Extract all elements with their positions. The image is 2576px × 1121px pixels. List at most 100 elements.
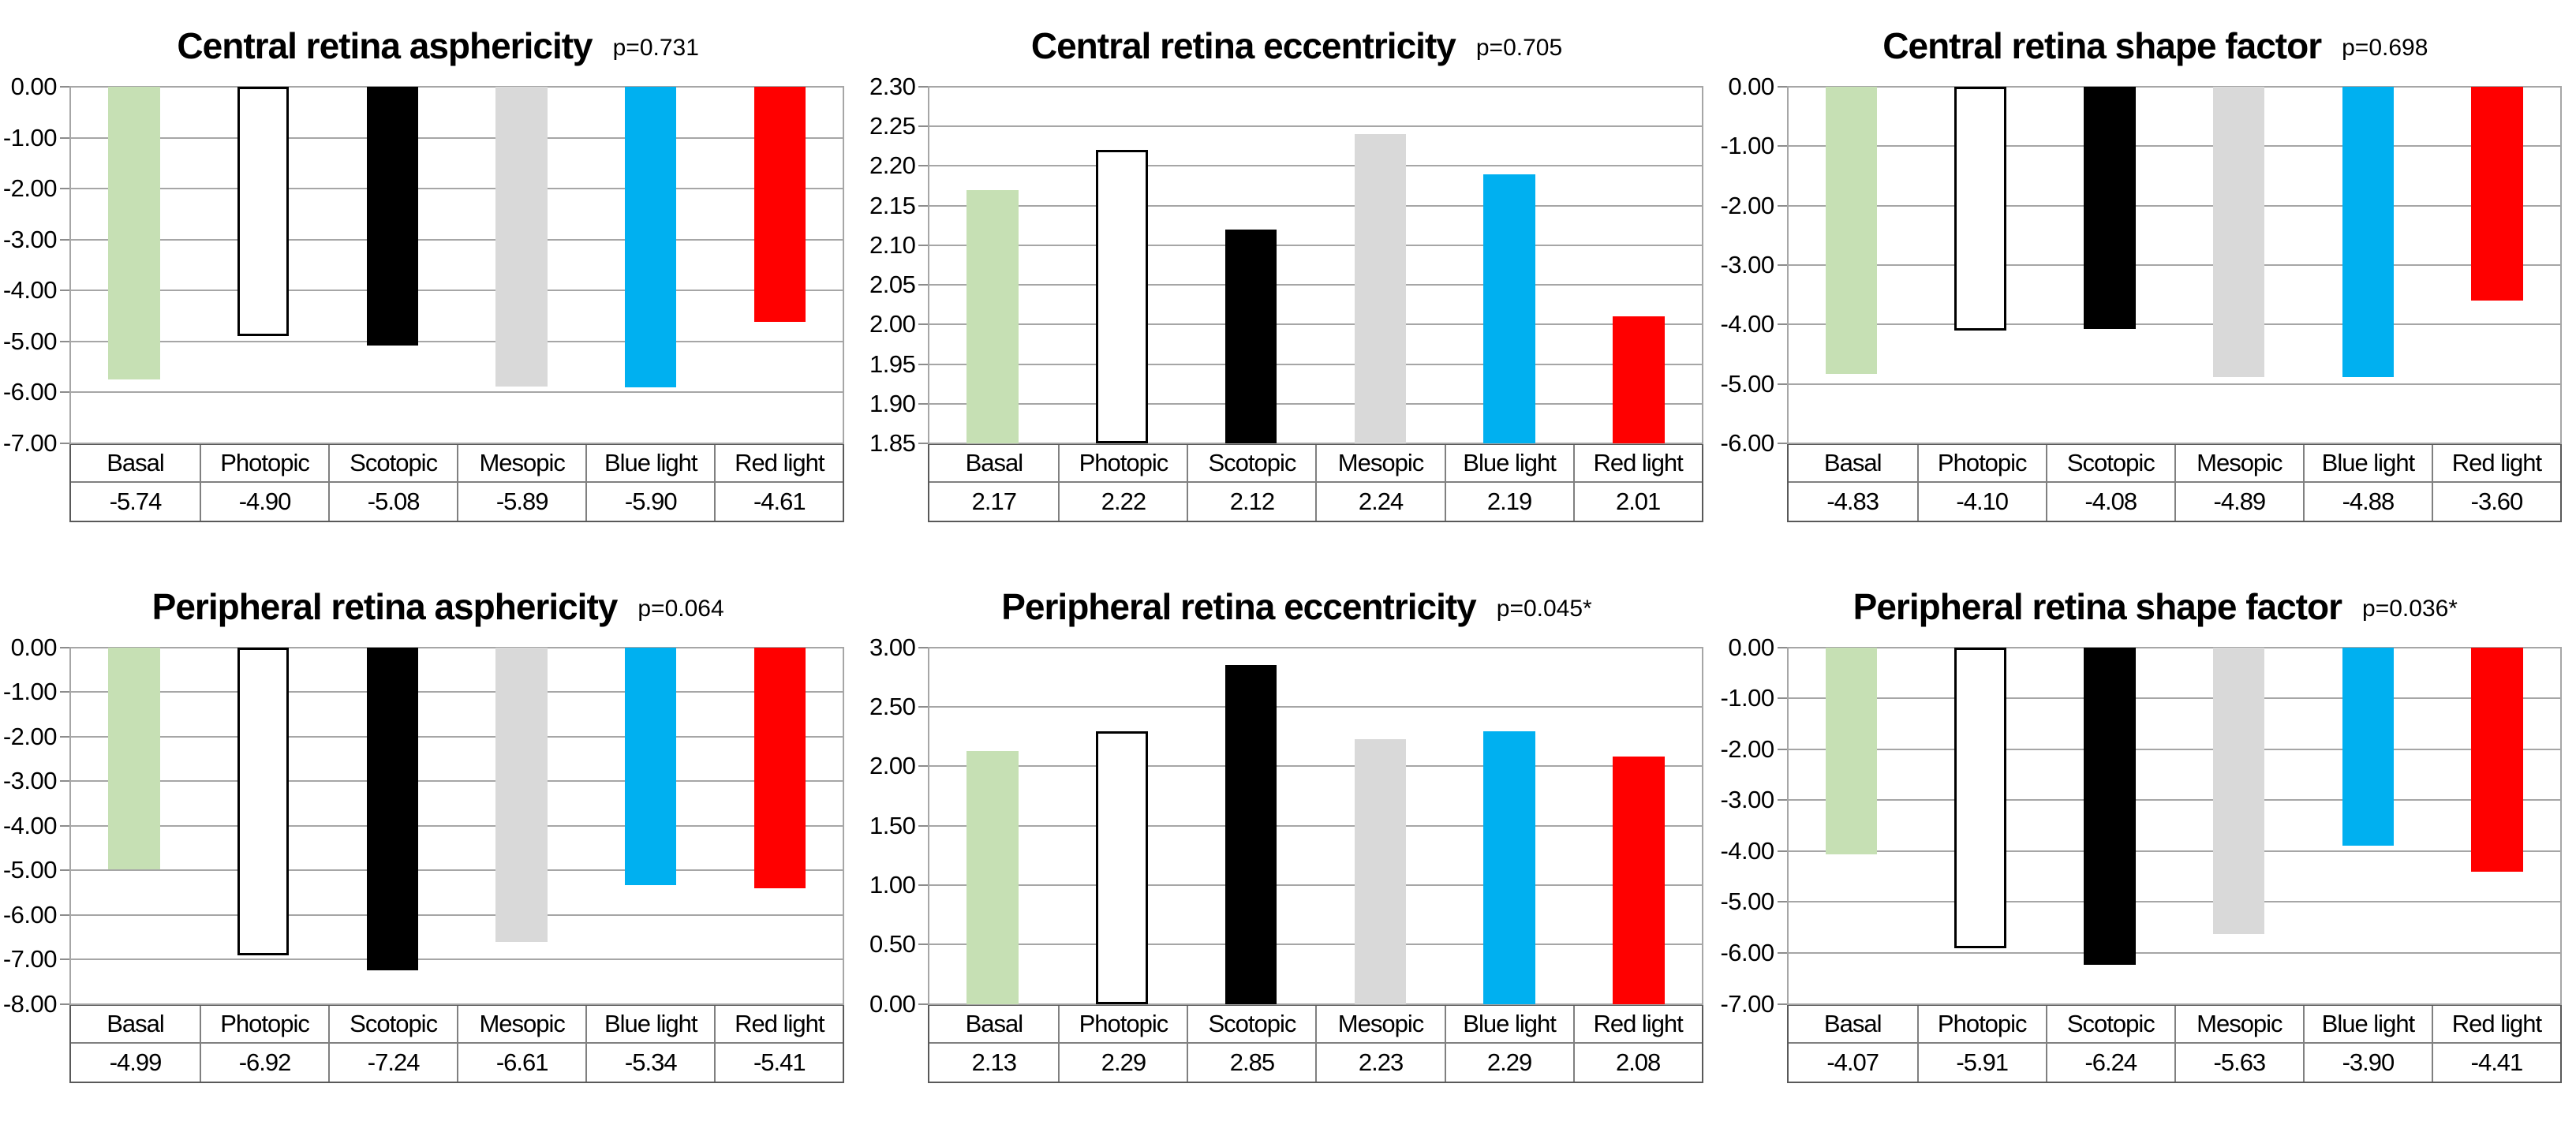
plot-border: [1786, 647, 1789, 1004]
y-tick-label: 1.95: [869, 349, 916, 378]
axis-tick-mark: [1777, 383, 1787, 385]
chart-central-retina-asphericity: Central retina asphericity p=0.731 0.00 -…: [0, 0, 858, 561]
gridline: [928, 944, 1703, 946]
p-value-label: p=0.698: [2342, 35, 2428, 61]
axis-tick-mark: [918, 244, 929, 246]
axis-tick-mark: [1777, 850, 1787, 852]
axis-tick-mark: [1777, 1003, 1787, 1005]
y-tick-label: -6.00: [2, 378, 58, 406]
table-value-cell: 2.23: [1315, 1043, 1444, 1082]
y-tick-label: -5.00: [2, 856, 58, 884]
plot-column: Basal Photopic Scotopic Mesopic Blue light Re…: [918, 646, 1703, 1083]
y-tick-label: -5.00: [1720, 369, 1774, 398]
p-value-label: p=0.036*: [2362, 595, 2458, 622]
table-category-header: Basal: [1788, 445, 1917, 483]
bar-photopic: [1954, 647, 2006, 949]
table-value-cell: -4.41: [2431, 1043, 2560, 1082]
gridline: [69, 340, 845, 342]
axis-tick-mark: [60, 391, 69, 394]
chart-title-row: Peripheral retina shape factor p=0.036*: [1718, 566, 2562, 648]
y-axis: 0.00 -1.00 -2.00 -3.00 -4.00 -5.00 -6.00: [1718, 73, 1787, 457]
axis-tick-mark: [60, 646, 69, 648]
data-table: Basal Photopic Scotopic Mesopic Blue light Re…: [69, 443, 845, 522]
chart-title: Peripheral retina eccentricity: [1001, 585, 1477, 627]
plot-area: [60, 86, 845, 444]
bar-blue-light: [1483, 731, 1535, 1004]
gridline: [928, 443, 1703, 444]
chart-title: Peripheral retina asphericity: [151, 585, 619, 627]
gridline: [69, 391, 845, 394]
table-category-header: Scotopic: [1187, 445, 1316, 483]
gridline: [69, 86, 845, 88]
bar-blue-light: [1483, 174, 1535, 443]
chart-title: Central retina asphericity: [177, 25, 593, 66]
bar-mesopic: [2212, 87, 2265, 378]
data-table: Basal Photopic Scotopic Mesopic Blue light Re…: [928, 443, 1703, 522]
y-tick-label: 0.00: [1728, 73, 1774, 100]
table-category-header: Blue light: [585, 1005, 715, 1044]
axis-tick-mark: [918, 705, 929, 708]
table-value-cell: 2.29: [1058, 1043, 1187, 1082]
bar-red-light: [2471, 87, 2523, 301]
plot-border: [69, 87, 71, 443]
table-category-header: Mesopic: [2174, 1005, 2303, 1044]
y-tick-label: -6.00: [1720, 429, 1774, 457]
table-value-cell: 2.85: [1187, 1043, 1315, 1082]
table-value-cell: -4.89: [2174, 483, 2303, 521]
y-tick-label: -1.00: [1720, 132, 1774, 160]
plot-border: [928, 87, 930, 443]
bar-red-light: [753, 87, 806, 322]
gridline: [69, 1003, 845, 1005]
axis-tick-mark: [918, 646, 929, 648]
table-category-header: Photopic: [1916, 1005, 2046, 1044]
gridline: [1786, 1003, 2562, 1005]
table-category-header: Mesopic: [1315, 445, 1445, 483]
gridline: [928, 402, 1703, 405]
table-value-cell: 2.22: [1058, 483, 1187, 521]
table-value-cell: -6.61: [457, 1043, 585, 1082]
y-tick-label: 0.50: [869, 930, 916, 958]
gridline: [928, 125, 1703, 128]
chart-title-row: Central retina shape factor p=0.698: [1718, 5, 2562, 87]
gridline: [928, 884, 1703, 886]
table-category-header: Blue light: [2302, 445, 2432, 483]
table-value-cell: -6.24: [2045, 1043, 2174, 1082]
chart-title-row: Peripheral retina eccentricity p=0.045*: [858, 566, 1703, 648]
axis-tick-mark: [918, 86, 929, 88]
plot-area: [1777, 646, 2562, 1005]
axis-tick-mark: [1777, 901, 1787, 903]
plot-border: [1701, 87, 1703, 443]
y-tick-label: -1.00: [1720, 684, 1774, 712]
axis-tick-mark: [1777, 443, 1787, 444]
gridline: [1786, 86, 2562, 88]
y-tick-label: -4.00: [2, 811, 58, 839]
axis-tick-mark: [1777, 951, 1787, 954]
table-category-header: Basal: [929, 1006, 1059, 1044]
y-tick-label: -2.00: [2, 722, 58, 750]
gridline: [928, 284, 1703, 286]
table-value-cell: 2.08: [1572, 1043, 1702, 1082]
table-value-cell: 2.12: [1187, 483, 1315, 521]
bar-red-light: [1613, 316, 1665, 443]
table-value-cell: 2.29: [1444, 1043, 1573, 1082]
y-tick-label: 2.15: [869, 191, 916, 219]
chart-title-row: Peripheral retina asphericity p=0.064: [0, 566, 844, 648]
gridline: [69, 290, 845, 292]
plot-border: [2560, 87, 2562, 443]
axis-tick-mark: [1777, 264, 1787, 266]
chart-peripheral-retina-shape-factor: Peripheral retina shape factor p=0.036* …: [1718, 561, 2576, 1121]
axis-tick-mark: [60, 691, 69, 693]
axis-tick-mark: [918, 944, 929, 946]
table-value-cell: 2.01: [1572, 483, 1702, 521]
axis-tick-mark: [60, 340, 69, 342]
table-value-cell: -7.24: [328, 1043, 457, 1082]
gridline: [69, 646, 845, 648]
gridline: [1786, 901, 2562, 903]
plot-border: [928, 647, 930, 1004]
table-category-header: Scotopic: [328, 1005, 458, 1044]
gridline: [928, 165, 1703, 167]
chart-body: 3.00 2.50 2.00 1.50 1.00 0.50 0.00 Basal Photop…: [858, 633, 1703, 1083]
table-category-header: Photopic: [1058, 445, 1187, 483]
table-category-header: Basal: [1788, 1006, 1917, 1044]
gridline: [1786, 850, 2562, 852]
